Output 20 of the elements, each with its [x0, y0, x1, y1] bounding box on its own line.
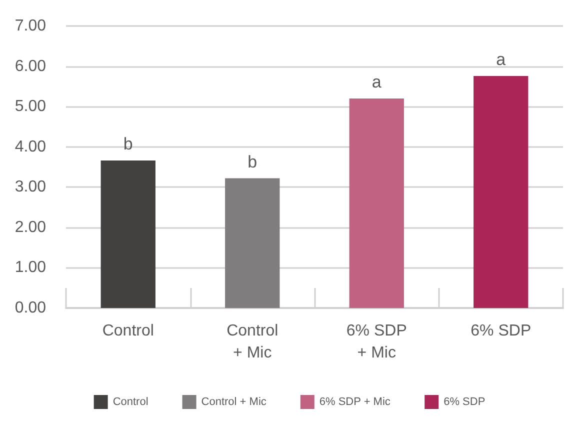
- legend-label: 6% SDP + Mic: [319, 396, 391, 408]
- y-tick-label: 3.00: [14, 178, 46, 196]
- y-tick-label: 4.00: [14, 138, 46, 156]
- y-tick-label: 1.00: [14, 259, 46, 276]
- y-tick-label: 0.00: [14, 300, 46, 316]
- annotation: a: [372, 72, 382, 92]
- x-tick-label: 6% SDP: [470, 322, 532, 340]
- x-tick-label: Control + Mic: [226, 322, 278, 362]
- legend-label: Control: [112, 396, 148, 408]
- annotation: a: [496, 50, 506, 69]
- x-tick-label: Control: [102, 322, 154, 340]
- y-tick-label: 7.00: [14, 18, 46, 34]
- y-tick-label: 6.00: [14, 58, 46, 75]
- legend-label: 6% SDP: [444, 396, 486, 408]
- annotation: b: [123, 134, 133, 154]
- annotation: b: [248, 152, 258, 172]
- legend-label: Control + Mic: [201, 396, 267, 408]
- x-tick-label: 6% SDP + Mic: [346, 322, 407, 362]
- y-tick-label: 5.00: [14, 98, 46, 116]
- y-tick-label: 2.00: [14, 218, 46, 236]
